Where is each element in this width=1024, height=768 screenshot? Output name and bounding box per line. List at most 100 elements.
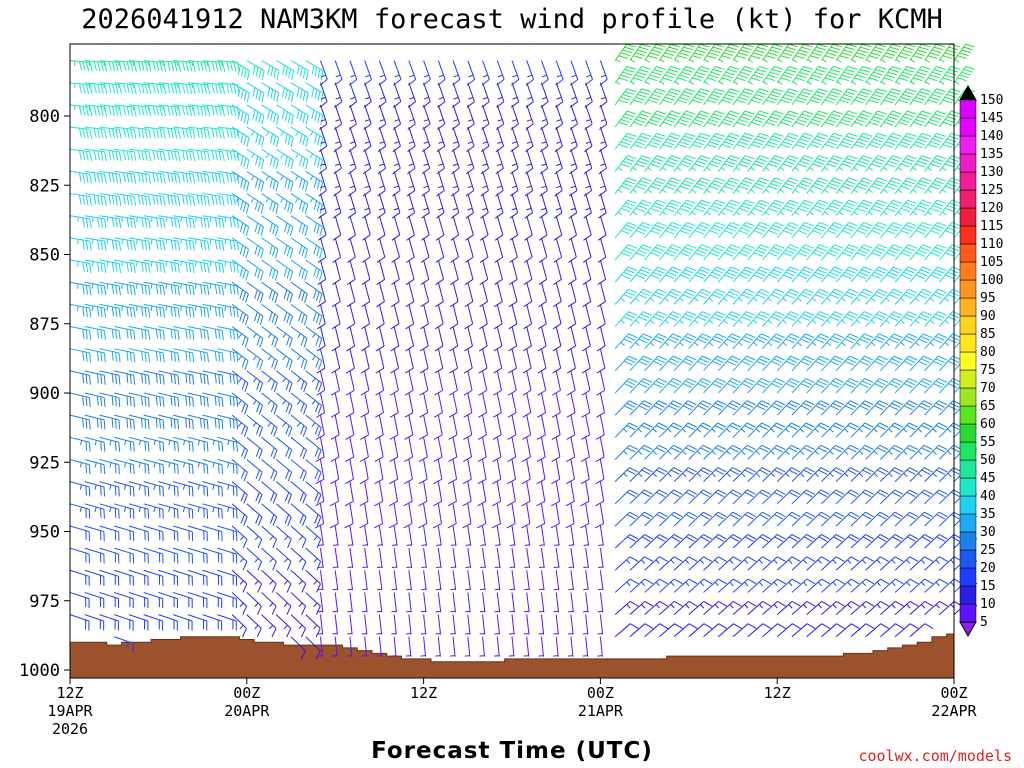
wind-barb bbox=[316, 370, 326, 396]
wind-barb bbox=[362, 193, 371, 219]
wind-barb bbox=[791, 444, 815, 460]
x-tick-label: 12Z bbox=[410, 684, 437, 702]
wind-barb bbox=[246, 436, 263, 460]
wind-barb bbox=[776, 534, 801, 549]
wind-barb bbox=[747, 88, 769, 106]
wind-barb bbox=[909, 66, 931, 85]
wind-barb bbox=[850, 288, 873, 305]
wind-barb bbox=[435, 592, 442, 613]
colorbar: 5101520253035404550556065707580859095100… bbox=[959, 84, 1003, 638]
wind-barb bbox=[791, 288, 815, 305]
wind-barb bbox=[865, 400, 889, 416]
wind-barb bbox=[173, 392, 194, 408]
wind-barb bbox=[835, 600, 860, 615]
wind-barb bbox=[392, 126, 401, 153]
wind-barb bbox=[347, 614, 353, 635]
wind-barb bbox=[553, 614, 559, 635]
wind-barb bbox=[569, 82, 579, 108]
wind-barb bbox=[349, 60, 358, 86]
wind-barb bbox=[850, 600, 875, 615]
wind-barb bbox=[317, 282, 326, 308]
wind-barb bbox=[114, 126, 137, 139]
wind-barb bbox=[261, 215, 279, 237]
colorbar-label: 135 bbox=[980, 147, 1003, 162]
wind-barb bbox=[492, 459, 502, 485]
wind-barb bbox=[128, 503, 150, 519]
wind-barb bbox=[347, 548, 354, 569]
wind-barb bbox=[703, 467, 727, 482]
wind-barb bbox=[331, 370, 340, 396]
wind-barb bbox=[567, 326, 577, 352]
wind-barb bbox=[644, 623, 669, 638]
wind-barb bbox=[69, 303, 92, 318]
wind-barb bbox=[850, 110, 872, 128]
wind-barb bbox=[421, 149, 431, 175]
wind-barb bbox=[69, 392, 91, 408]
wind-barb bbox=[69, 458, 91, 475]
wind-barb bbox=[894, 355, 918, 372]
wind-barb bbox=[317, 259, 327, 286]
colorbar-label: 85 bbox=[980, 327, 996, 342]
wind-barb bbox=[477, 481, 487, 507]
wind-barb bbox=[835, 489, 860, 505]
wind-barb bbox=[373, 503, 384, 529]
wind-barb bbox=[290, 148, 309, 170]
wind-barb bbox=[614, 177, 637, 194]
wind-barb bbox=[391, 525, 398, 546]
wind-barb bbox=[493, 304, 503, 330]
wind-barb bbox=[835, 377, 859, 394]
wind-barb bbox=[361, 259, 371, 286]
wind-barb bbox=[347, 237, 356, 263]
wind-barb bbox=[69, 60, 93, 72]
wind-barb bbox=[865, 266, 888, 283]
wind-barb bbox=[231, 170, 250, 192]
wind-barb bbox=[717, 556, 742, 571]
x-tick-label: 12Z bbox=[764, 684, 791, 702]
wind-barb bbox=[449, 348, 459, 374]
wind-barb bbox=[614, 311, 638, 327]
wind-barb bbox=[275, 414, 293, 437]
x-tick-label: 00Z bbox=[940, 684, 967, 702]
wind-barb bbox=[658, 132, 681, 150]
wind-barb bbox=[143, 259, 166, 273]
wind-barb bbox=[231, 392, 249, 415]
wind-barb bbox=[173, 303, 195, 318]
wind-barb bbox=[231, 60, 250, 80]
wind-barb bbox=[172, 569, 193, 586]
wind-barb bbox=[762, 266, 785, 283]
wind-barb bbox=[644, 377, 668, 394]
wind-barb bbox=[629, 422, 653, 438]
wind-barb bbox=[508, 326, 518, 352]
wind-barb bbox=[791, 155, 814, 172]
wind-barb bbox=[820, 110, 843, 128]
wind-barb bbox=[762, 422, 786, 438]
wind-barb bbox=[275, 370, 293, 393]
wind-barb bbox=[319, 104, 328, 130]
wind-barb bbox=[509, 614, 515, 635]
wind-barb bbox=[597, 237, 607, 263]
wind-barb bbox=[114, 436, 135, 452]
wind-barb bbox=[128, 348, 151, 363]
wind-barb bbox=[570, 60, 579, 86]
wind-barb bbox=[314, 503, 325, 529]
wind-barb bbox=[99, 237, 122, 251]
wind-barb bbox=[821, 400, 845, 416]
wind-barb bbox=[629, 110, 651, 128]
wind-barb bbox=[363, 104, 372, 130]
wind-barb bbox=[732, 467, 756, 482]
wind-barb bbox=[879, 177, 902, 194]
wind-barb bbox=[404, 370, 414, 396]
wind-barb bbox=[407, 60, 417, 86]
wind-barb bbox=[450, 614, 456, 635]
colorbar-label: 10 bbox=[980, 597, 996, 612]
wind-barb bbox=[158, 614, 178, 631]
wind-barb bbox=[597, 282, 606, 308]
wind-barb bbox=[449, 326, 459, 352]
wind-barb bbox=[894, 266, 918, 283]
wind-barb bbox=[539, 193, 548, 219]
wind-barb bbox=[568, 193, 578, 219]
wind-barb bbox=[128, 237, 151, 251]
wind-barb bbox=[580, 437, 590, 463]
wind-barb bbox=[290, 170, 309, 192]
wind-barb bbox=[614, 578, 639, 593]
